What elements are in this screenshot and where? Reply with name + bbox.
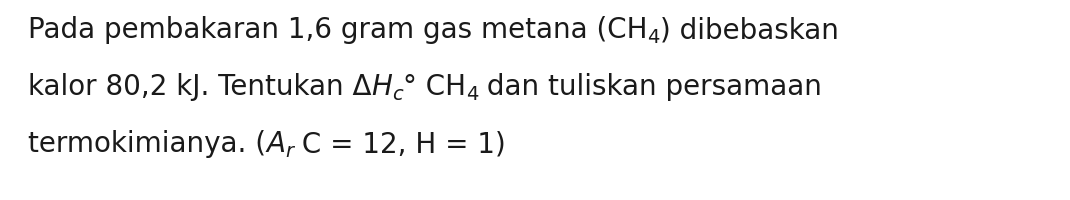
Text: Pada pembakaran 1,6 gram gas metana (CH: Pada pembakaran 1,6 gram gas metana (CH: [28, 16, 647, 44]
Text: kalor 80,2 kJ. Tentukan Δ: kalor 80,2 kJ. Tentukan Δ: [28, 73, 371, 101]
Text: c: c: [393, 85, 403, 104]
Text: r: r: [285, 142, 293, 161]
Text: ° CH: ° CH: [403, 73, 467, 101]
Text: termokimianya. (: termokimianya. (: [28, 130, 266, 158]
Text: 4: 4: [467, 85, 478, 104]
Text: C = 12, H = 1): C = 12, H = 1): [293, 130, 506, 158]
Text: H: H: [371, 73, 393, 101]
Text: A: A: [266, 130, 285, 158]
Text: dan tuliskan persamaan: dan tuliskan persamaan: [478, 73, 823, 101]
Text: 4: 4: [647, 28, 660, 47]
Text: ) dibebaskan: ) dibebaskan: [660, 16, 839, 44]
